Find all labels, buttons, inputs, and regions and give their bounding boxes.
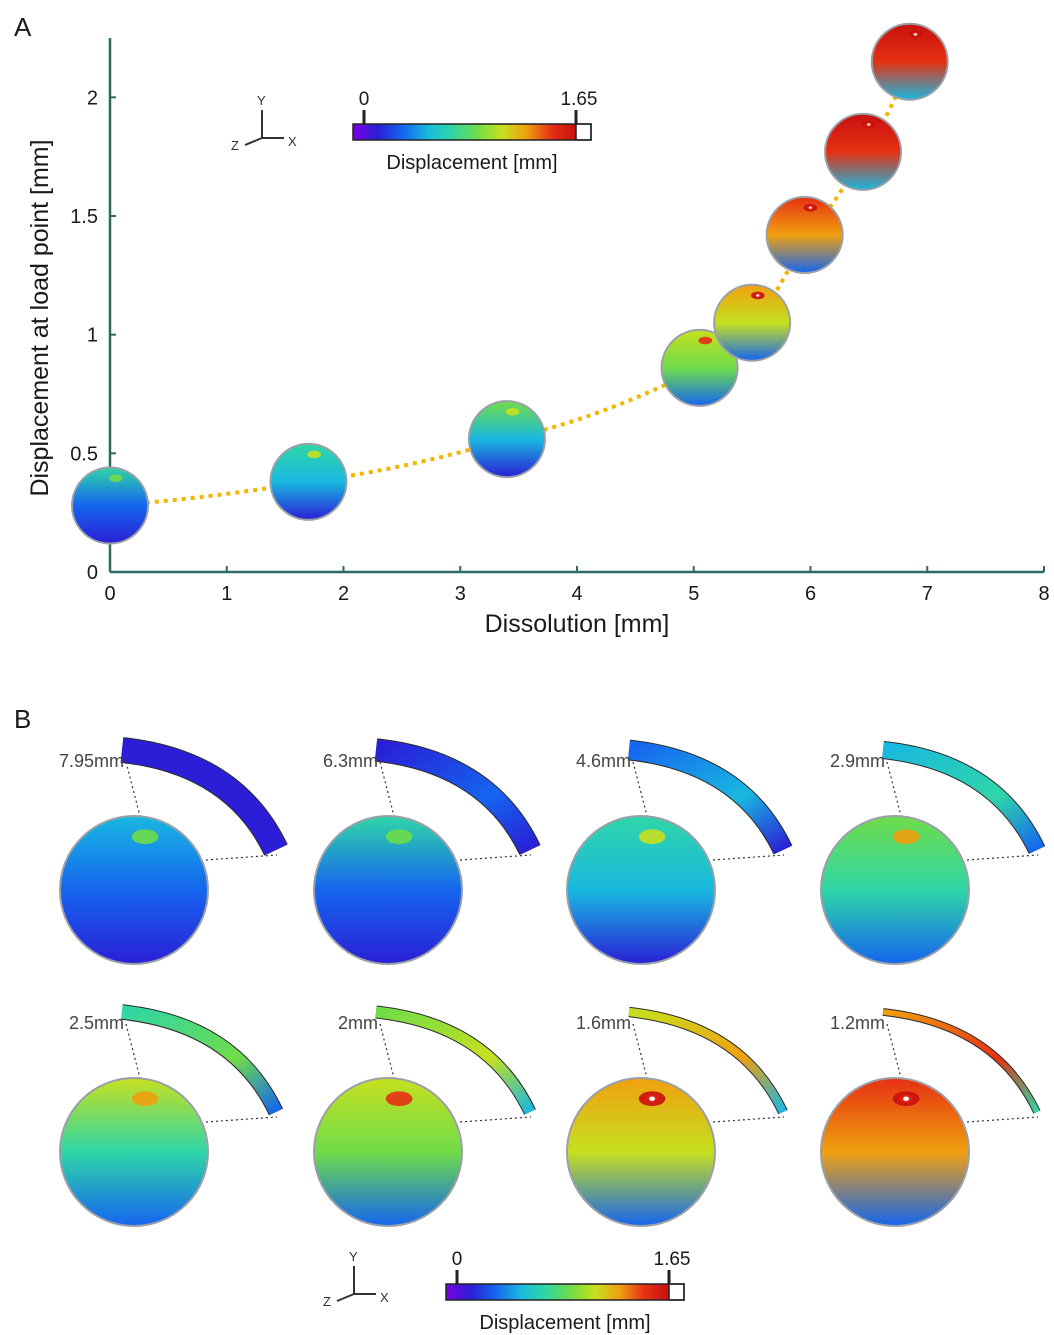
x-tick-label: 7 (922, 583, 933, 605)
shell-section (374, 739, 540, 855)
colorbar: 0 1.65 Displacement [mm] (352, 89, 598, 174)
thickness-label: 1.6mm (576, 1013, 631, 1033)
x-tick-label: 8 (1038, 583, 1049, 605)
triad-x-label: X (288, 134, 297, 149)
shell-sphere (313, 1077, 463, 1227)
triad-y-label: Y (257, 93, 266, 108)
shell-section (375, 1006, 535, 1115)
thickness-label: 2.9mm (830, 751, 885, 771)
colorbar-title: Displacement [mm] (386, 152, 557, 174)
colorbar-gradient (353, 124, 576, 140)
triad-z-label: Z (323, 1294, 331, 1309)
colorbar-min-label: 0 (452, 1249, 463, 1270)
data-point (765, 195, 844, 274)
shell-grid: 7.95mm 6.3mm 4.6mm 2.9mm 2.5mm 2mm 1.6mm 1.2mm (59, 737, 1046, 1227)
thickness-label: 4.6mm (576, 751, 631, 771)
data-point (824, 112, 903, 191)
data-point (660, 328, 739, 407)
shell-cell: 2mm (313, 1005, 536, 1227)
shell-sphere (566, 815, 716, 965)
shell-section (121, 1005, 283, 1115)
x-ticks: 0 1 2 3 4 5 6 7 8 (104, 566, 1050, 605)
colorbar: 0 1.65 Displacement [mm] (445, 1249, 691, 1334)
shell-sphere (59, 1077, 209, 1227)
y-axis-title: Displacement at load point [mm] (26, 139, 54, 496)
shell-section (120, 738, 287, 856)
data-point (269, 442, 348, 521)
axis-triad-icon: Y X Z (323, 1249, 389, 1309)
colorbar-max-label: 1.65 (561, 89, 598, 110)
shell-sphere (313, 815, 463, 965)
shell-cell: 2.9mm (820, 740, 1046, 965)
chart-axes: 0 1 2 3 4 5 6 7 8 0 0.5 1 1.5 2 (70, 38, 1050, 605)
colorbar-gradient (446, 1284, 669, 1300)
x-axis-title: Dissolution [mm] (485, 610, 670, 638)
colorbar-max-label: 1.65 (654, 1249, 691, 1270)
x-tick-label: 1 (221, 583, 232, 605)
data-point (713, 283, 792, 362)
shell-sphere (820, 1077, 970, 1227)
y-tick-label: 0 (87, 562, 98, 584)
data-point (467, 400, 546, 479)
colorbar-title: Displacement [mm] (479, 1312, 650, 1334)
shell-cell: 4.6mm (566, 739, 793, 965)
y-tick-label: 1.5 (70, 206, 98, 228)
shell-cell: 7.95mm (59, 737, 288, 965)
axis-triad-icon: Y X Z (231, 93, 297, 153)
y-tick-label: 1 (87, 325, 98, 347)
thickness-label: 6.3mm (323, 751, 378, 771)
colorbar-over-range (575, 123, 592, 141)
thickness-label: 7.95mm (59, 751, 124, 771)
shell-section (627, 740, 792, 855)
colorbar-over-range (668, 1283, 685, 1301)
data-points (71, 22, 949, 545)
shell-cell: 6.3mm (313, 738, 541, 965)
panel-b-label: B (14, 704, 31, 734)
x-tick-label: 5 (688, 583, 699, 605)
shell-section (628, 1007, 787, 1114)
triad-z-label: Z (231, 138, 239, 153)
data-point (71, 466, 149, 545)
thickness-label: 2.5mm (69, 1013, 124, 1033)
shell-section (882, 741, 1045, 854)
thickness-label: 2mm (338, 1013, 378, 1033)
thickness-label: 1.2mm (830, 1013, 885, 1033)
x-tick-label: 4 (571, 583, 582, 605)
shell-cell: 1.2mm (820, 1008, 1041, 1227)
y-ticks: 0 0.5 1 1.5 2 (70, 87, 116, 584)
shell-cell: 2.5mm (59, 1004, 284, 1227)
triad-x-label: X (380, 1290, 389, 1305)
data-point (870, 22, 949, 101)
y-tick-label: 0.5 (70, 443, 98, 465)
x-tick-label: 3 (455, 583, 466, 605)
panel-a-label: A (14, 12, 32, 42)
shell-section (882, 1009, 1040, 1114)
y-tick-label: 2 (87, 87, 98, 109)
shell-sphere (566, 1077, 716, 1227)
triad-y-label: Y (349, 1249, 358, 1264)
shell-sphere (59, 815, 209, 965)
colorbar-min-label: 0 (359, 89, 370, 110)
x-tick-label: 6 (805, 583, 816, 605)
shell-sphere (820, 815, 970, 965)
x-tick-label: 2 (338, 583, 349, 605)
shell-cell: 1.6mm (566, 1006, 788, 1227)
x-tick-label: 0 (104, 583, 115, 605)
